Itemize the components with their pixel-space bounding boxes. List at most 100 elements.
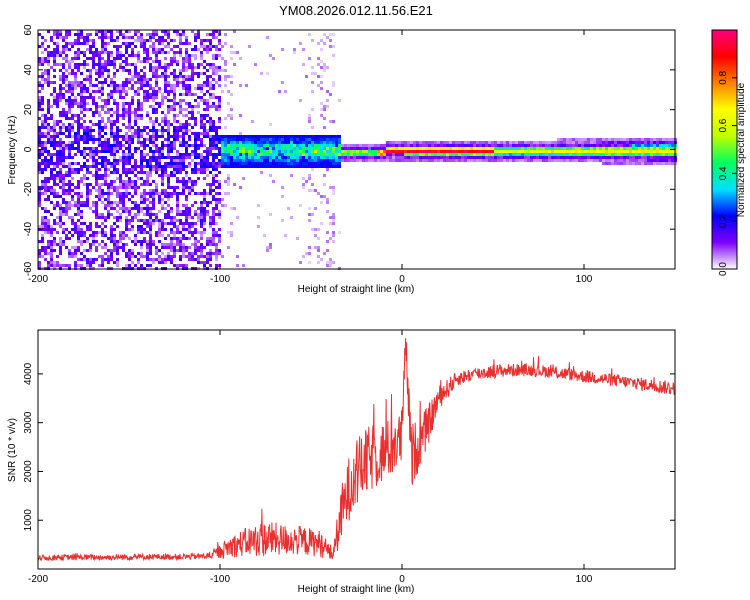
heatmap-cell: [560, 144, 563, 147]
heatmap-cell: [53, 75, 56, 78]
heatmap-cell: [179, 192, 182, 195]
heatmap-cell: [530, 153, 533, 156]
heatmap-cell: [650, 156, 653, 159]
heatmap-cell: [335, 165, 338, 168]
heatmap-cell: [104, 42, 107, 45]
heatmap-cell: [80, 87, 83, 90]
heatmap-cell: [602, 144, 605, 147]
heatmap-cell: [242, 165, 245, 168]
heatmap-cell: [284, 90, 287, 93]
heatmap-cell: [44, 159, 47, 162]
heatmap-cell: [179, 249, 182, 252]
heatmap-cell: [116, 162, 119, 165]
heatmap-cell: [128, 150, 131, 153]
heatmap-cell: [317, 228, 320, 231]
heatmap-cell: [299, 99, 302, 102]
heatmap-cell: [182, 30, 185, 33]
heatmap-cell: [116, 204, 119, 207]
heatmap-cell: [116, 138, 119, 141]
heatmap-cell: [344, 147, 347, 150]
heatmap-cell: [335, 141, 338, 144]
heatmap-cell: [203, 60, 206, 63]
heatmap-cell: [560, 156, 563, 159]
heatmap-cell: [446, 144, 449, 147]
heatmap-cell: [572, 153, 575, 156]
heatmap-cell: [551, 156, 554, 159]
heatmap-cell: [98, 51, 101, 54]
heatmap-cell: [176, 135, 179, 138]
heatmap-cell: [326, 198, 329, 201]
heatmap-cell: [329, 258, 332, 261]
heatmap-cell: [104, 78, 107, 81]
heatmap-cell: [185, 123, 188, 126]
heatmap-cell: [203, 189, 206, 192]
heatmap-cell: [98, 255, 101, 258]
heatmap-cell: [104, 258, 107, 261]
heatmap-cell: [47, 165, 50, 168]
heatmap-cell: [182, 210, 185, 213]
heatmap-cell: [173, 39, 176, 42]
heatmap-cell: [485, 150, 488, 153]
heatmap-cell: [59, 96, 62, 99]
heatmap-cell: [89, 84, 92, 87]
heatmap-cell: [575, 156, 578, 159]
heatmap-cell: [113, 189, 116, 192]
heatmap-cell: [50, 114, 53, 117]
heatmap-cell: [164, 201, 167, 204]
heatmap-cell: [638, 141, 641, 144]
heatmap-cell: [212, 135, 215, 138]
heatmap-cell: [326, 105, 329, 108]
heatmap-cell: [83, 36, 86, 39]
heatmap-cell: [185, 87, 188, 90]
heatmap-cell: [215, 207, 218, 210]
heatmap-cell: [119, 141, 122, 144]
heatmap-cell: [326, 165, 329, 168]
heatmap-cell: [245, 162, 248, 165]
heatmap-cell: [137, 141, 140, 144]
heatmap-cell: [320, 48, 323, 51]
heatmap-cell: [44, 57, 47, 60]
heatmap-cell: [146, 111, 149, 114]
heatmap-cell: [350, 144, 353, 147]
heatmap-cell: [122, 195, 125, 198]
heatmap-cell: [281, 81, 284, 84]
heatmap-cell: [95, 102, 98, 105]
heatmap-cell: [74, 120, 77, 123]
heatmap-cell: [44, 123, 47, 126]
heatmap-cell: [98, 213, 101, 216]
heatmap-cell: [302, 186, 305, 189]
heatmap-cell: [314, 72, 317, 75]
heatmap-cell: [197, 213, 200, 216]
x-tick-label: -200: [28, 574, 48, 585]
heatmap-cell: [464, 153, 467, 156]
heatmap-cell: [74, 87, 77, 90]
heatmap-cell: [653, 138, 656, 141]
heatmap-cell: [119, 45, 122, 48]
heatmap-cell: [173, 90, 176, 93]
heatmap-cell: [104, 174, 107, 177]
heatmap-cell: [284, 150, 287, 153]
heatmap-cell: [149, 183, 152, 186]
heatmap-cell: [56, 261, 59, 264]
heatmap-cell: [134, 108, 137, 111]
heatmap-cell: [134, 81, 137, 84]
heatmap-cell: [485, 147, 488, 150]
heatmap-cell: [71, 87, 74, 90]
heatmap-cell: [167, 63, 170, 66]
heatmap-cell: [62, 213, 65, 216]
heatmap-cell: [173, 126, 176, 129]
heatmap-cell: [200, 120, 203, 123]
heatmap-cell: [98, 60, 101, 63]
heatmap-cell: [140, 165, 143, 168]
heatmap-cell: [176, 156, 179, 159]
heatmap-cell: [59, 174, 62, 177]
heatmap-cell: [209, 117, 212, 120]
heatmap-cell: [218, 162, 221, 165]
heatmap-cell: [41, 132, 44, 135]
heatmap-cell: [428, 159, 431, 162]
heatmap-cell: [293, 153, 296, 156]
heatmap-cell: [656, 150, 659, 153]
heatmap-cell: [395, 144, 398, 147]
heatmap-cell: [101, 99, 104, 102]
